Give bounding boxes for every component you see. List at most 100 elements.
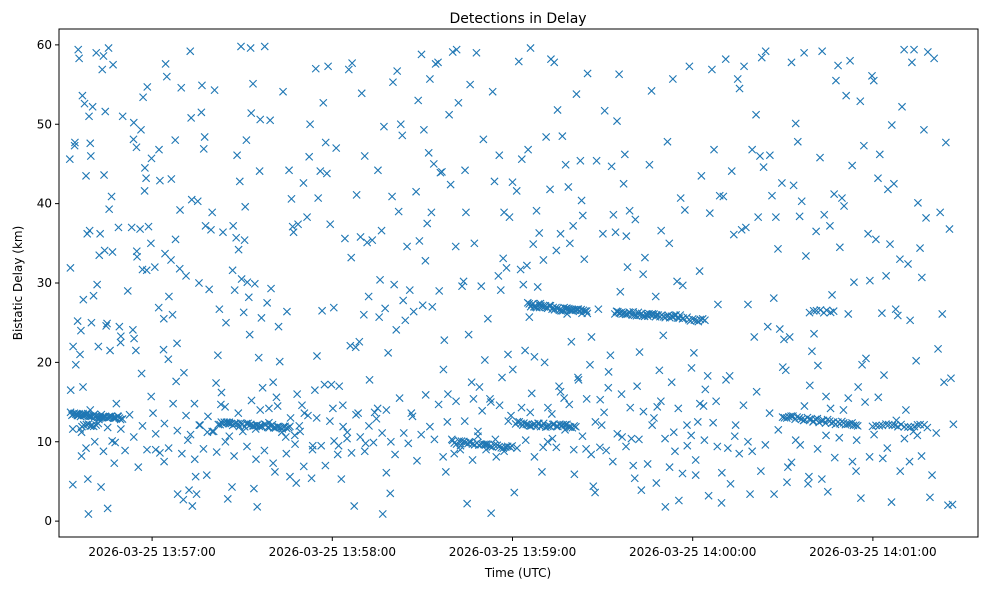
data-point: [883, 444, 892, 453]
data-point: [398, 131, 407, 140]
data-point: [359, 310, 368, 319]
data-point: [769, 294, 778, 303]
data-point: [287, 194, 296, 203]
data-point: [560, 394, 569, 403]
data-point: [285, 472, 294, 481]
data-point: [499, 444, 508, 453]
data-point: [524, 145, 533, 154]
data-point: [205, 285, 214, 294]
y-tick-label: 10: [37, 435, 52, 449]
data-point: [179, 495, 188, 504]
data-point: [216, 400, 225, 409]
data-point: [783, 463, 792, 472]
data-point: [70, 138, 79, 147]
data-point: [923, 48, 932, 57]
data-point: [486, 442, 495, 451]
data-point: [530, 352, 539, 361]
data-point: [468, 456, 477, 464]
data-point: [253, 502, 262, 511]
data-point: [626, 403, 635, 412]
data-point: [573, 373, 582, 382]
data-point: [572, 90, 581, 99]
data-point: [114, 223, 123, 232]
data-point: [521, 346, 530, 355]
data-point: [861, 398, 870, 407]
data-point: [668, 75, 677, 83]
data-point: [597, 421, 606, 430]
data-point: [525, 313, 534, 322]
data-point: [71, 360, 80, 369]
data-point: [376, 275, 385, 284]
data-point: [76, 326, 85, 335]
data-point: [404, 439, 413, 448]
data-point: [364, 292, 373, 301]
data-point: [640, 253, 649, 262]
data-point: [793, 413, 802, 422]
data-point: [483, 314, 492, 323]
data-point: [759, 163, 768, 172]
data-point: [85, 112, 94, 121]
data-point: [350, 502, 359, 511]
data-point: [228, 266, 237, 275]
data-point: [569, 445, 578, 454]
data-point: [657, 226, 666, 235]
data-point: [825, 221, 834, 230]
data-point: [79, 382, 88, 391]
data-point: [73, 317, 82, 326]
data-point: [217, 388, 226, 397]
data-point: [285, 166, 294, 175]
data-point: [606, 351, 615, 360]
data-point: [619, 179, 628, 188]
x-axis: 2026-03-25 13:57:00 2026-03-25 13:58:00 20…: [88, 537, 937, 559]
data-point: [347, 253, 356, 262]
data-point: [475, 382, 484, 391]
data-point: [848, 161, 857, 170]
data-point: [683, 441, 692, 450]
data-point: [858, 360, 867, 369]
data-point: [499, 254, 508, 263]
data-point: [425, 422, 434, 431]
data-point: [490, 441, 499, 450]
data-point: [822, 431, 831, 440]
data-point: [330, 436, 339, 445]
data-point: [548, 434, 557, 443]
data-point: [137, 369, 146, 378]
data-point: [810, 329, 819, 338]
data-point: [565, 239, 574, 248]
data-point: [569, 221, 578, 230]
data-point: [401, 316, 410, 325]
x-axis-label: Time (UTC): [484, 566, 551, 580]
data-point: [459, 277, 468, 286]
data-point: [687, 363, 696, 372]
data-point: [480, 356, 489, 364]
data-point: [325, 417, 334, 426]
data-point: [105, 205, 114, 214]
data-point: [659, 312, 668, 321]
data-point: [826, 404, 835, 413]
data-point: [874, 174, 882, 183]
data-point: [828, 290, 837, 299]
data-point: [193, 197, 202, 206]
y-tick-label: 60: [37, 38, 52, 52]
data-point: [93, 280, 102, 289]
data-point: [356, 232, 365, 241]
data-point: [103, 319, 112, 328]
x-tick-label: 2026-03-25 13:59:00: [449, 545, 576, 559]
data-point: [639, 407, 648, 416]
data-point: [613, 429, 622, 438]
data-point: [155, 448, 164, 457]
data-point: [239, 308, 248, 317]
data-point: [263, 298, 272, 307]
data-point: [99, 51, 108, 60]
data-point: [571, 422, 580, 431]
data-point: [835, 243, 844, 252]
data-point: [707, 65, 716, 74]
data-point: [121, 446, 130, 455]
data-point: [782, 414, 791, 423]
data-point: [616, 287, 625, 296]
data-point: [800, 402, 809, 411]
data-point: [200, 132, 209, 141]
data-point: [905, 457, 914, 466]
y-axis: 0 10 20 30 40 50 60: [37, 38, 59, 528]
data-point: [74, 45, 83, 54]
